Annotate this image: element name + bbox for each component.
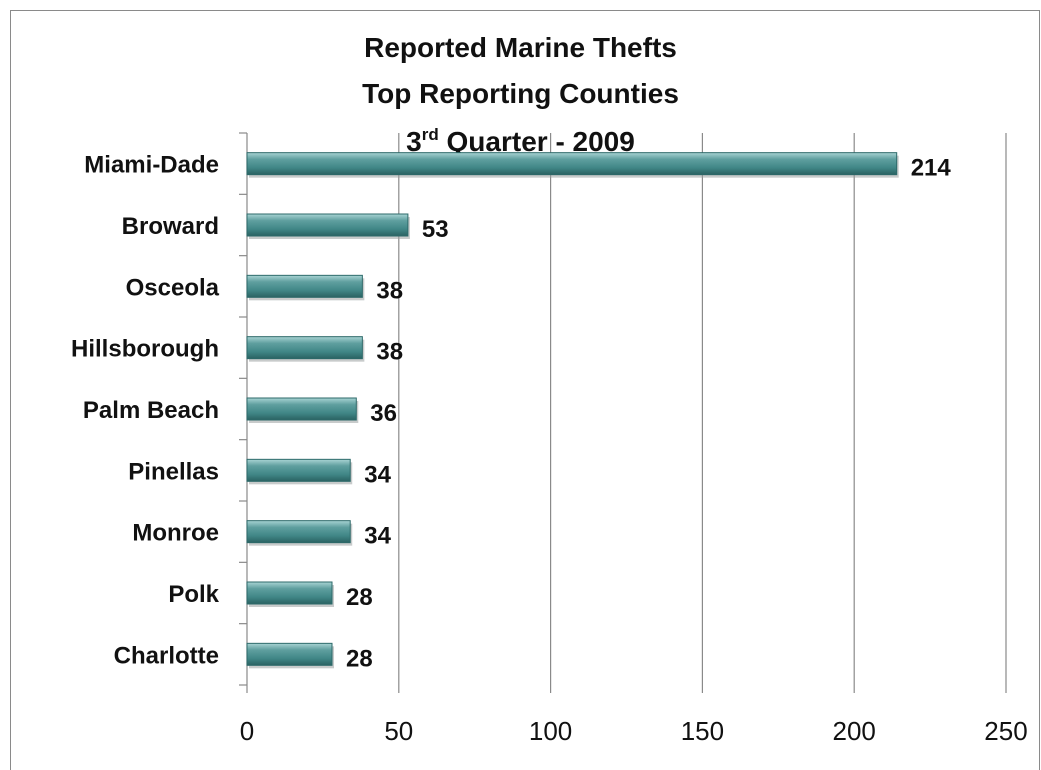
data-label: 53 (422, 216, 449, 243)
bar (246, 397, 357, 421)
category-label: Osceola (126, 274, 220, 301)
gridlines (398, 133, 1007, 685)
bar (246, 274, 363, 298)
title-quarter-number: 3 (406, 126, 422, 157)
title-quarter-superscript: rd (421, 125, 439, 144)
category-label: Miami-Dade (84, 152, 219, 179)
x-tick-label: 200 (833, 716, 876, 746)
bars (246, 152, 899, 669)
x-tick-label: 0 (240, 716, 254, 746)
category-label: Broward (122, 213, 219, 240)
x-tick-label: 50 (384, 716, 413, 746)
title-quarter-suffix: Quarter - 2009 (438, 126, 635, 157)
x-tick-label: 100 (529, 716, 572, 746)
bar (246, 581, 333, 605)
chart-title-line-3: 3rd Quarter - 2009 (0, 126, 1041, 156)
category-label: Palm Beach (83, 397, 219, 424)
data-label: 34 (364, 523, 391, 550)
category-label: Polk (168, 581, 219, 608)
data-label: 214 (911, 155, 952, 182)
category-label: Hillsborough (71, 336, 219, 363)
bar (246, 642, 333, 666)
bar (246, 458, 351, 482)
chart-title-line-2: Top Reporting Counties (362, 78, 679, 109)
data-label: 38 (376, 339, 403, 366)
chart-title-line-1: Reported Marine Thefts (364, 32, 677, 63)
category-label: Monroe (132, 520, 219, 547)
x-tick-label: 150 (681, 716, 724, 746)
bar (246, 152, 898, 176)
labels: 0 50 100 150 200 250 Miami-Dade 214 Broward 53 Osc… (71, 152, 1028, 746)
data-label: 28 (346, 584, 373, 611)
category-label: Pinellas (128, 458, 219, 485)
bar (246, 520, 351, 544)
category-label: Charlotte (114, 642, 219, 669)
data-label: 38 (376, 277, 403, 304)
data-label: 28 (346, 645, 373, 672)
data-label: 34 (364, 461, 391, 488)
x-tick-label: 250 (984, 716, 1027, 746)
bar (246, 336, 363, 360)
chart-frame (10, 10, 1040, 770)
bar (246, 213, 409, 237)
data-label: 36 (370, 400, 397, 427)
